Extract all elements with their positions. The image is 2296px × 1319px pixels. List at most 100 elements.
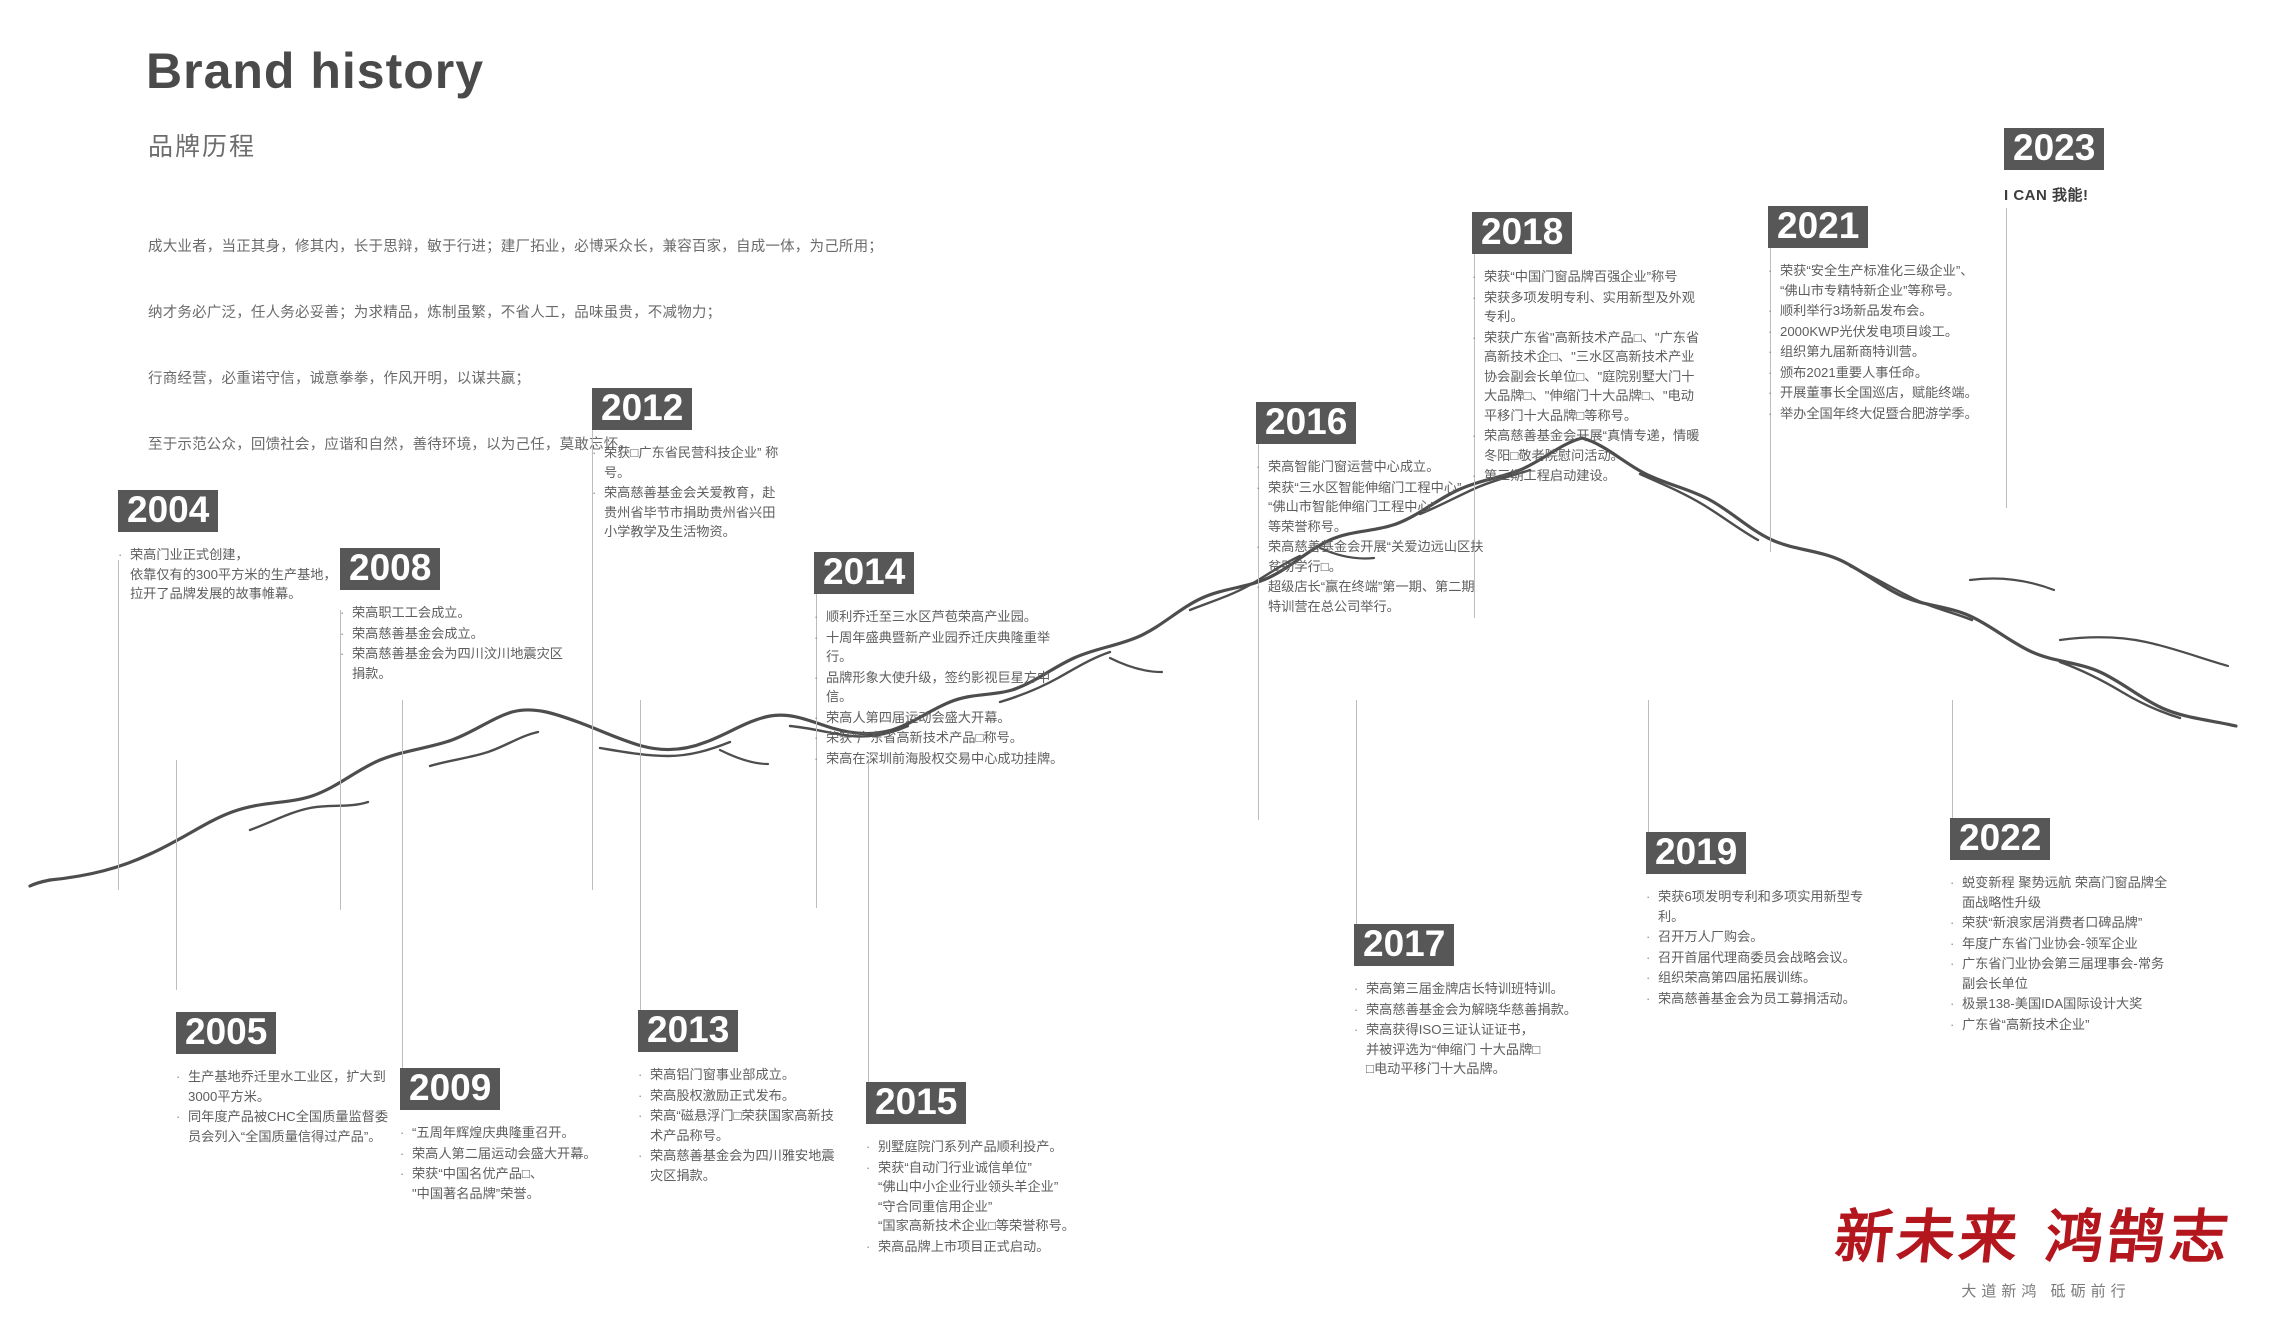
bullet-dot-icon: · <box>1646 990 1651 1006</box>
timeline-event-2004: 2004 · 荣高门业正式创建， 依靠仅有的300平方米的生产基地， 拉开了品牌发… <box>118 490 366 605</box>
bullet-list-2012: · 荣获□广东省民营科技企业” 称号。 · 荣高慈善基金会关爱教育，赴贵州省毕节市捐… <box>592 443 782 542</box>
bullet-dot-icon: · <box>1646 949 1651 965</box>
year-badge-2017: 2017 <box>1354 924 1455 966</box>
bullet-dot-icon: · <box>1768 344 1773 359</box>
list-item: · 荣获“广东省高新技术产品□称号。 <box>814 728 1072 748</box>
bullet-dot-icon: · <box>814 750 819 766</box>
intro-line-3: 行商经营，必重诺守信，诚意拳拳，作风开明，以谋共赢； <box>148 371 531 387</box>
bullet-dot-icon: · <box>638 1087 643 1103</box>
logo-tagline: 大道新鸿 砥砺前行 <box>1961 1283 2131 1300</box>
year-badge-2023: 2023 <box>2004 128 2105 170</box>
year-badge-2019: 2019 <box>1646 832 1747 874</box>
year-badge-2014: 2014 <box>814 552 915 594</box>
list-item: · 荣高股权激励正式发布。 <box>638 1086 842 1106</box>
year-badge-2022: 2022 <box>1950 818 2051 860</box>
bullet-dot-icon: · <box>1472 428 1477 443</box>
bullet-dot-icon: · <box>1256 579 1261 594</box>
bullet-dot-icon: · <box>814 730 819 745</box>
list-item: · 荣获6项发明专利和多项实用新型专利。 <box>1646 889 1864 924</box>
list-item: · 荣高慈善基金会开展“关爱边远山区扶贫助学行□。 <box>1256 539 1484 574</box>
list-item: · 荣获“安全生产标准化三级企业”、 “佛山市专精特新企业”等称号。 <box>1768 263 1974 298</box>
bullet-dot-icon: · <box>814 709 819 725</box>
timeline-event-2009: 2009 · “五周年辉煌庆典隆重召开。 · 荣高人第二届运动会盛大开幕。 · 荣获“… <box>400 1068 636 1204</box>
timeline-event-2008: 2008 · 荣高职工工会成立。 · 荣高慈善基金会成立。 · 荣高慈善基金会为四川汶… <box>340 548 572 684</box>
slogan-2023: I CAN 我能! <box>2004 187 2089 204</box>
year-badge-2004: 2004 <box>118 490 219 532</box>
bullet-dot-icon: · <box>866 1238 871 1254</box>
list-item: · 荣高慈善基金会为员工募捐活动。 <box>1646 989 1886 1009</box>
timeline-event-2018: 2018 · 荣获“中国门窗品牌百强企业”称号 · 荣获多项发明专利、实用新型及外观… <box>1472 212 1704 487</box>
list-item: · 荣获多项发明专利、实用新型及外观专利。 <box>1472 289 1695 325</box>
list-item: · 荣获“三水区智能伸缩门工程中心” “佛山市智能伸缩门工程中心” 等荣誉称号。 <box>1256 479 1462 534</box>
list-item: · 颁布2021重要人事任命。 <box>1768 363 1990 383</box>
bullet-dot-icon: · <box>1646 970 1651 985</box>
page-subtitle: 品牌历程 <box>148 133 257 161</box>
bullet-list-2022: · 蜕变新程 聚势远航 荣高门窗品牌全面战略性升级 · 荣获“新浪家居消费者口碑品牌… <box>1950 873 2176 1034</box>
bullet-dot-icon: · <box>1354 1001 1359 1017</box>
list-item: · 十周年盛典暨新产业园乔迁庆典隆重举行。 <box>814 629 1051 665</box>
bullet-list-2014: · 顺利乔迁至三水区芦苞荣高产业园。 · 十周年盛典暨新产业园乔迁庆典隆重举行。 ·… <box>814 607 1072 768</box>
bullet-dot-icon: · <box>1768 303 1773 318</box>
list-item: · 举办全国年终大促暨合肥游学季。 <box>1768 404 1990 424</box>
list-item: · 荣获“中国名优产品□、 "中国著名品牌”荣誉。 <box>400 1166 544 1201</box>
year-badge-2005: 2005 <box>176 1012 277 1054</box>
bullet-dot-icon: · <box>814 629 819 645</box>
bullet-dot-icon: · <box>1950 1016 1955 1032</box>
leader-line-2004 <box>118 560 119 890</box>
list-item: · 荣高慈善基金会成立。 <box>340 624 572 644</box>
leader-line-2012 <box>592 420 593 890</box>
list-item: · 荣获“自动门行业诚信单位” “佛山中小企业行业领头羊企业” “守合同重信用企业… <box>866 1159 1075 1234</box>
list-item: · 荣获“中国门窗品牌百强企业”称号 <box>1472 267 1704 287</box>
leader-line-2019 <box>1648 700 1649 855</box>
bullet-dot-icon: · <box>592 445 597 460</box>
leader-line-2005 <box>176 760 177 990</box>
bullet-dot-icon: · <box>1256 539 1261 554</box>
bullet-dot-icon: · <box>814 609 819 624</box>
bullet-list-2015: · 别墅庭院门系列产品顺利投产。 · 荣获“自动门行业诚信单位” “佛山中小企业行业… <box>866 1137 1096 1256</box>
intro-paragraph: 成大业者，当正其身，修其内，长于思辩，敏于行进；建厂拓业，必博采众长，兼容百家，… <box>148 192 883 500</box>
bullet-dot-icon: · <box>340 646 345 661</box>
bullet-dot-icon: · <box>1472 468 1477 483</box>
year-badge-2012: 2012 <box>592 388 693 430</box>
year-badge-2008: 2008 <box>340 548 441 590</box>
bullet-list-2018: · 荣获“中国门窗品牌百强企业”称号 · 荣获多项发明专利、实用新型及外观专利。 ·… <box>1472 267 1704 486</box>
bullet-dot-icon: · <box>638 1108 643 1123</box>
list-item: · 品牌形象大使升级，签约影视巨星方中信。 <box>814 669 1051 705</box>
year-badge-2016: 2016 <box>1256 402 1357 444</box>
bullet-list-2005: · 生产基地乔迁里水工业区，扩大到3000平方米。 · 同年度产品被CHC全国质量监… <box>176 1067 398 1146</box>
leader-line-2008 <box>340 610 341 910</box>
bullet-list-2017: · 荣高第三届金牌店长特训班特训。 · 荣高慈善基金会为解晓华慈善捐款。 · 荣高获得… <box>1354 979 1590 1079</box>
leader-line-2009 <box>402 700 403 1075</box>
bullet-dot-icon: · <box>1768 323 1773 339</box>
bullet-dot-icon: · <box>1472 329 1477 345</box>
list-item: · 荣高人第二届运动会盛大开幕。 <box>400 1144 636 1164</box>
bullet-dot-icon: · <box>118 547 123 562</box>
intro-line-2: 纳才务必广泛，任人务必妥善；为求精品，炼制虽繁，不省人工，品味虽贵，不减物力； <box>148 305 722 321</box>
bullet-dot-icon: · <box>638 1067 643 1082</box>
brand-logo: 新未来 鸿鹄志 大道新鸿 砥砺前行 <box>1832 1190 2256 1300</box>
bullet-dot-icon: · <box>1768 385 1773 400</box>
list-item: · 生产基地乔迁里水工业区，扩大到3000平方米。 <box>176 1069 386 1104</box>
bullet-dot-icon: · <box>1354 981 1359 996</box>
bullet-dot-icon: · <box>400 1125 405 1140</box>
bullet-list-2004: · 荣高门业正式创建， 依靠仅有的300平方米的生产基地， 拉开了品牌发展的故事帷… <box>118 545 366 604</box>
list-item: · 超级店长“赢在终端”第一期、第二期特训营在总公司举行。 <box>1256 579 1475 614</box>
list-item: · 同年度产品被CHC全国质量监督委员会列入“全国质量信得过产品”。 <box>176 1109 389 1144</box>
intro-line-4: 至于示范公众，回馈社会，应谐和自然，善待环境，以为己任，莫敢忘怀。 <box>148 437 634 453</box>
list-item: · 广东省“高新技术企业” <box>1950 1015 2176 1035</box>
list-item: · 召开万人厂购会。 <box>1646 927 1886 947</box>
bullet-dot-icon: · <box>1354 1022 1359 1037</box>
timeline-event-2022: 2022 · 蜕变新程 聚势远航 荣高门窗品牌全面战略性升级 · 荣获“新浪家居消费… <box>1950 818 2176 1035</box>
bullet-list-2019: · 荣获6项发明专利和多项实用新型专利。 · 召开万人厂购会。 · 召开首届代理商委员… <box>1646 887 1886 1008</box>
bullet-list-2021: · 荣获“安全生产标准化三级企业”、 “佛山市专精特新企业”等称号。 · 顺利举行3… <box>1768 261 1990 423</box>
bullet-dot-icon: · <box>814 669 819 685</box>
list-item: · 荣高品牌上市项目正式启动。 <box>866 1237 1096 1257</box>
leader-line-2022 <box>1952 700 1953 840</box>
timeline-event-2017: 2017 · 荣高第三届金牌店长特训班特训。 · 荣高慈善基金会为解晓华慈善捐款。 … <box>1354 924 1590 1080</box>
timeline-event-2019: 2019 · 荣获6项发明专利和多项实用新型专利。 · 召开万人厂购会。 · 召开首届… <box>1646 832 1886 1009</box>
bullet-dot-icon: · <box>1256 479 1261 495</box>
list-item: · 荣高第三届金牌店长特训班特训。 <box>1354 979 1590 999</box>
list-item: · 荣高慈善基金会为四川雅安地震灾区捐款。 <box>638 1148 835 1183</box>
bullet-dot-icon: · <box>866 1159 871 1175</box>
bullet-dot-icon: · <box>1646 929 1651 944</box>
